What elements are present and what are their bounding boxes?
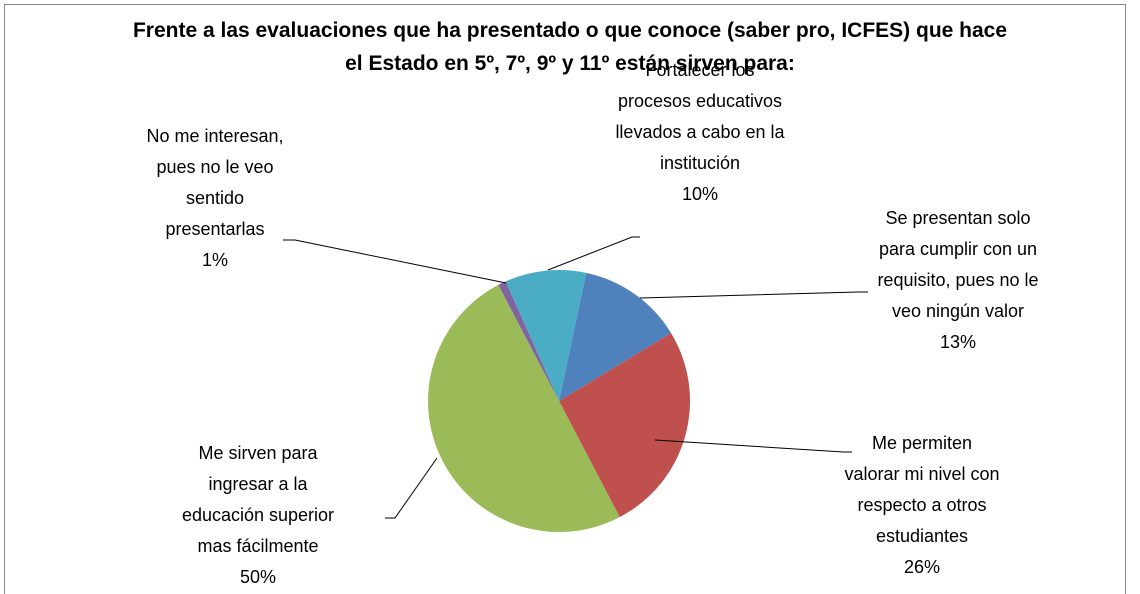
data-label: Me sirven para ingresar a la educación s… <box>171 438 346 593</box>
value-label: 13% <box>939 332 977 352</box>
category-label: No me interesan, pues no le veo sentido … <box>146 126 284 239</box>
leader-line <box>385 457 438 519</box>
chart-title: Frente a las evaluaciones que ha present… <box>132 19 1008 75</box>
value-label: 10% <box>681 184 719 204</box>
leader-line <box>547 236 640 271</box>
pie-slice <box>559 272 672 401</box>
data-label: Fortalecer los procesos educativos lleva… <box>613 55 788 210</box>
value-label: 1% <box>201 250 228 270</box>
leader-line <box>639 291 868 299</box>
category-label: Me permiten valorar mi nivel con respect… <box>844 433 1000 546</box>
pie-slice <box>428 284 620 532</box>
data-label: Me permiten valorar mi nivel con respect… <box>842 428 1002 583</box>
pie-slice <box>505 269 587 401</box>
chart-border <box>4 4 1126 594</box>
pie-slice <box>498 281 559 401</box>
category-label: Fortalecer los procesos educativos lleva… <box>615 60 785 173</box>
leader-line <box>283 239 507 284</box>
data-label: No me interesan, pues no le veo sentido … <box>138 121 293 276</box>
pie-slice <box>559 333 690 518</box>
data-label: Se presentan solo para cumplir con un re… <box>866 203 1051 358</box>
value-label: 26% <box>903 557 941 577</box>
category-label: Se presentan solo para cumplir con un re… <box>877 208 1039 321</box>
category-label: Me sirven para ingresar a la educación s… <box>181 443 335 556</box>
value-label: 50% <box>239 567 277 587</box>
leader-line <box>654 439 852 453</box>
